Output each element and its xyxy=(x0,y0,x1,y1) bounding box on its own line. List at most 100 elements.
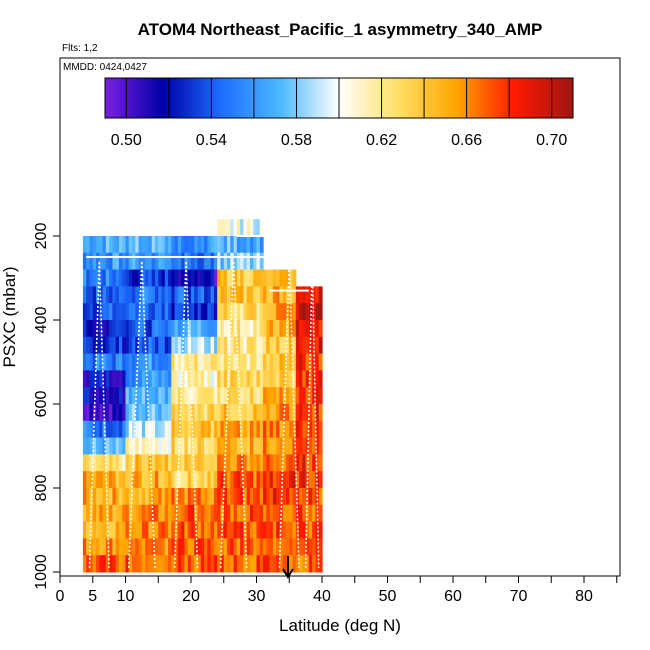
heatmap-cell xyxy=(289,488,294,506)
heatmap-cell xyxy=(246,555,251,573)
heatmap-cell xyxy=(318,504,323,523)
heatmap-cell xyxy=(164,336,169,355)
heatmap-cell xyxy=(161,420,166,439)
heatmap-cell xyxy=(89,286,94,304)
heatmap-cell xyxy=(122,269,127,287)
heatmap-cell xyxy=(171,387,176,405)
heatmap-cell xyxy=(220,353,225,371)
heatmap-cell xyxy=(279,471,284,489)
heatmap-cell xyxy=(253,370,258,388)
heatmap-cell xyxy=(177,555,182,573)
heatmap-cell xyxy=(295,286,300,304)
heatmap-cell xyxy=(269,538,274,556)
heatmap-cell xyxy=(312,454,317,472)
heatmap-cell xyxy=(227,488,231,506)
flights-label: Flts: 1,2 xyxy=(62,43,98,54)
heatmap-cell xyxy=(174,420,179,439)
heatmap-cell xyxy=(243,353,248,371)
heatmap-cell xyxy=(302,488,307,506)
heatmap-cell xyxy=(263,488,267,506)
heatmap-cell xyxy=(230,538,235,556)
heatmap-cell xyxy=(194,252,199,271)
heatmap-cell xyxy=(174,236,179,254)
heatmap-cell xyxy=(282,538,287,556)
heatmap-cell xyxy=(223,219,228,237)
heatmap-cell xyxy=(112,269,117,287)
heatmap-cell xyxy=(138,538,143,556)
heatmap-cell xyxy=(266,538,271,556)
heatmap-cell xyxy=(96,488,100,506)
heatmap-cell xyxy=(246,454,251,472)
heatmap-cell xyxy=(312,488,317,506)
heatmap-cell xyxy=(138,521,143,539)
heatmap-cell xyxy=(168,252,172,271)
heatmap-cell xyxy=(295,320,300,338)
heatmap-cell xyxy=(312,353,317,371)
heatmap-cell xyxy=(253,404,258,422)
heatmap-cell xyxy=(125,404,130,422)
heatmap-cell xyxy=(318,387,323,405)
heatmap-cell xyxy=(197,252,202,271)
heatmap-cell xyxy=(220,320,225,338)
heatmap-cell xyxy=(289,336,294,355)
heatmap-cell xyxy=(128,286,133,304)
heatmap-cell xyxy=(200,521,205,539)
heatmap-cell xyxy=(184,555,189,573)
heatmap-cell xyxy=(177,286,182,304)
heatmap-cell xyxy=(197,488,202,506)
heatmap-cell xyxy=(191,404,195,422)
heatmap-cell xyxy=(132,488,136,506)
heatmap-cell xyxy=(171,320,176,338)
heatmap-cell xyxy=(145,420,150,439)
heatmap-cell xyxy=(92,353,97,371)
heatmap-cell xyxy=(207,236,212,254)
heatmap-cell xyxy=(279,538,284,556)
heatmap-cell xyxy=(318,404,323,422)
heatmap-cell xyxy=(246,420,251,439)
heatmap-cell xyxy=(289,521,294,539)
heatmap-cell xyxy=(181,437,186,455)
heatmap-cell xyxy=(99,471,104,489)
heatmap-cell xyxy=(279,420,284,439)
heatmap-cell xyxy=(243,471,248,489)
heatmap-cell xyxy=(253,488,258,506)
heatmap-cell xyxy=(138,252,143,271)
heatmap-cell xyxy=(249,303,254,321)
heatmap-cell xyxy=(279,504,284,523)
heatmap-cell xyxy=(181,471,186,489)
heatmap-cell xyxy=(197,387,202,405)
heatmap-cell xyxy=(102,370,107,388)
heatmap-cell xyxy=(217,252,222,271)
heatmap-cell xyxy=(154,336,159,355)
heatmap-cell xyxy=(194,353,199,371)
heatmap-cell xyxy=(279,353,284,371)
heatmap-cell xyxy=(272,336,277,355)
heatmap-cell xyxy=(187,336,192,355)
heatmap-cell xyxy=(102,269,107,287)
heatmap-cell xyxy=(82,252,87,271)
heatmap-cell xyxy=(99,404,104,422)
heatmap-cell xyxy=(276,404,281,422)
heatmap-cell xyxy=(92,437,97,455)
heatmap-cell xyxy=(207,404,212,422)
heatmap-cell xyxy=(259,269,264,287)
heatmap-cell xyxy=(269,387,274,405)
heatmap-cell xyxy=(154,303,159,321)
heatmap-cell xyxy=(191,286,195,304)
heatmap-cell xyxy=(318,303,323,321)
heatmap-cell xyxy=(138,454,143,472)
heatmap-cell xyxy=(204,353,208,371)
heatmap-cell xyxy=(207,269,212,287)
heatmap-cell xyxy=(246,303,251,321)
heatmap-cell xyxy=(256,454,261,472)
heatmap-cell xyxy=(299,454,303,472)
heatmap-cell xyxy=(102,504,107,523)
heatmap-cell xyxy=(96,454,100,472)
heatmap-cell xyxy=(89,236,94,254)
heatmap-cell xyxy=(164,555,169,573)
heatmap-cell xyxy=(191,370,195,388)
heatmap-cell xyxy=(210,437,215,455)
heatmap-cell xyxy=(145,336,150,355)
heatmap-cell xyxy=(115,555,120,573)
heatmap-cell xyxy=(112,320,117,338)
